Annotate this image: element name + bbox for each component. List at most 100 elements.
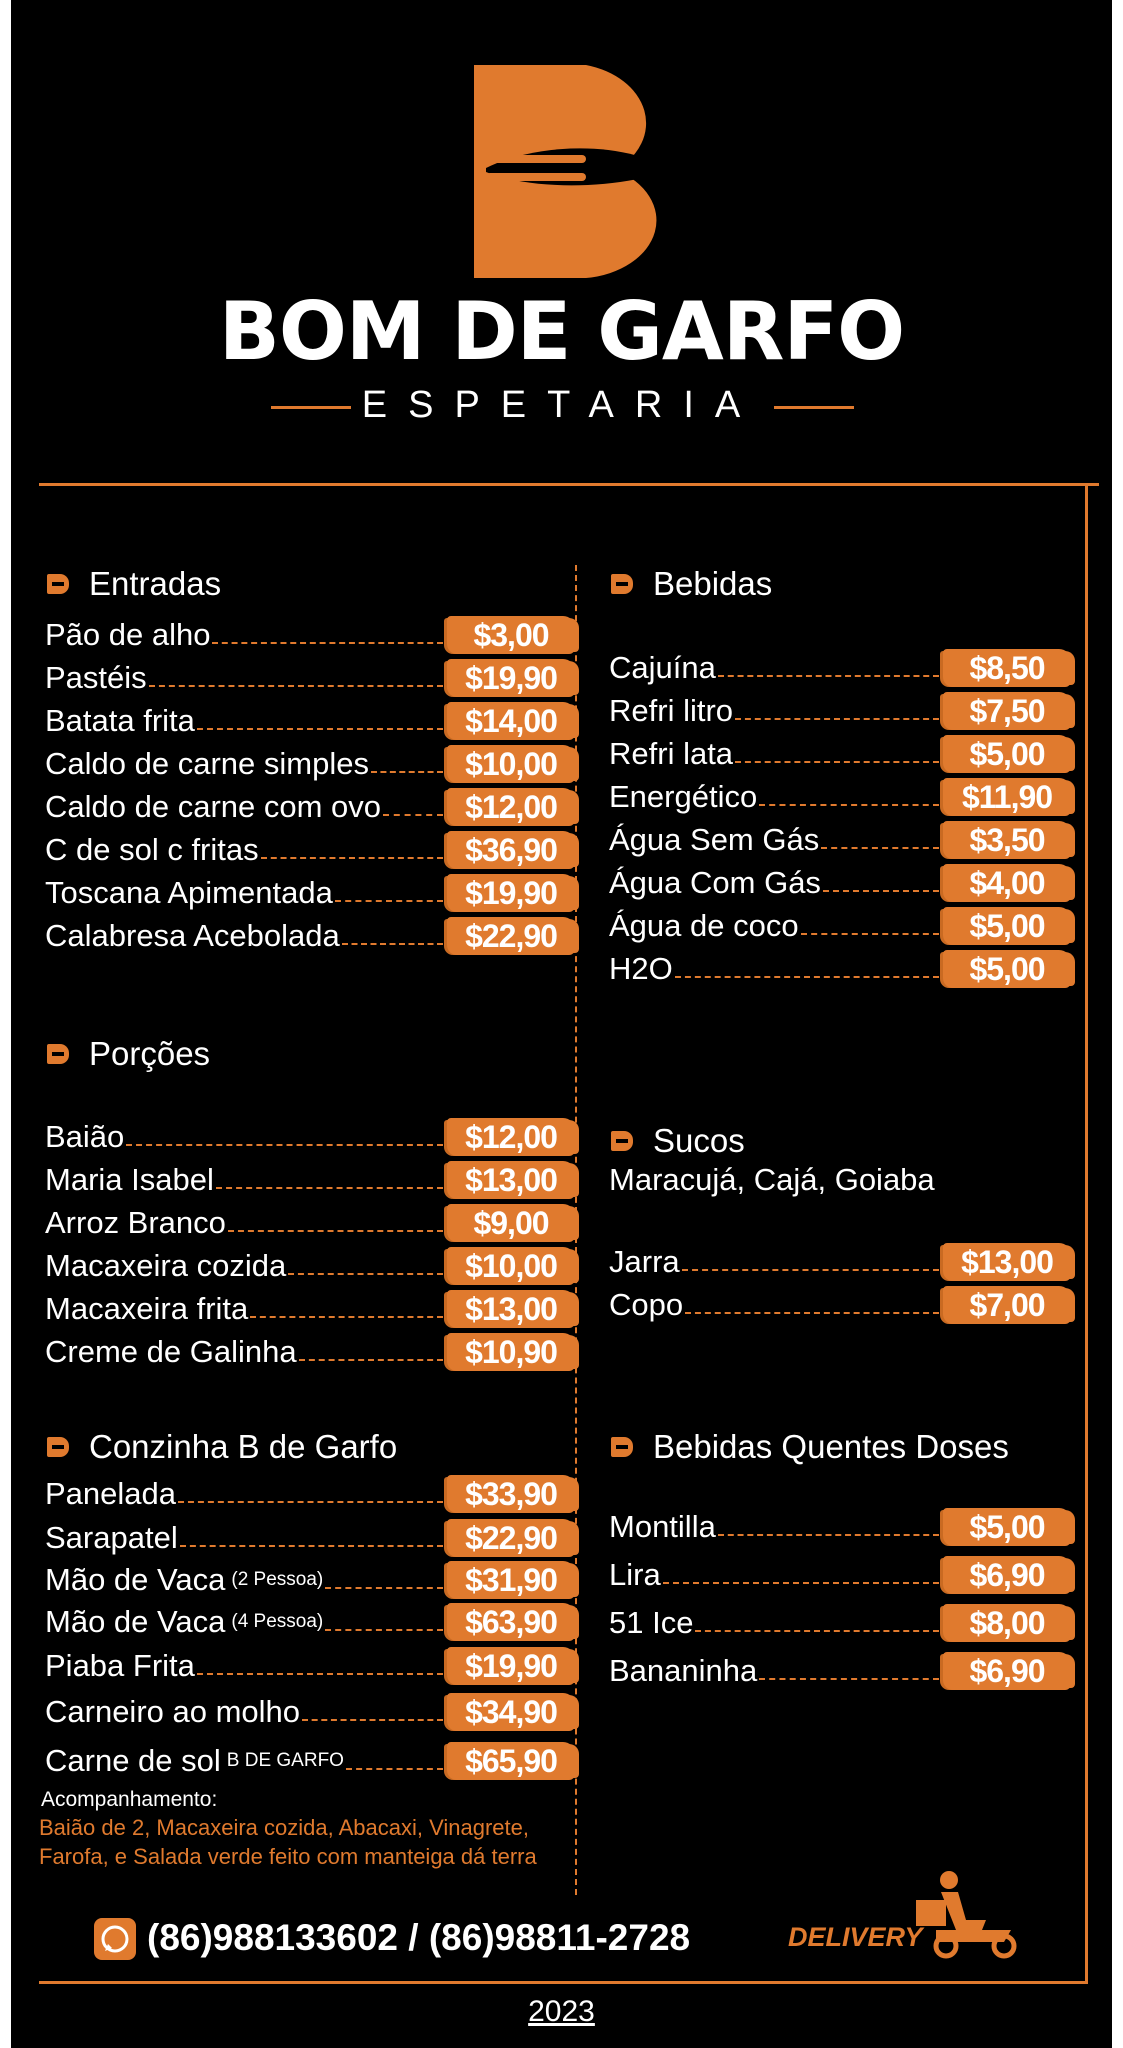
item-price: $22,90 xyxy=(447,1519,575,1557)
menu-item: Lira $6,90 xyxy=(609,1555,1071,1595)
item-price: $6,90 xyxy=(943,1556,1071,1594)
leader xyxy=(302,1719,443,1721)
menu-item: Caldo de carne com ovo $12,00 xyxy=(45,787,575,827)
subtitle: ESPETARIA xyxy=(361,384,762,426)
menu-item: Arroz Branco $9,00 xyxy=(45,1203,575,1243)
item-name: Lira xyxy=(609,1557,661,1592)
section-icon xyxy=(611,574,633,594)
item-note: B DE GARFO xyxy=(226,1750,344,1771)
section-subtitle: Maracujá, Cajá, Goiaba xyxy=(609,1162,935,1197)
menu-item: Carne de sol B DE GARFO $65,90 xyxy=(45,1741,575,1781)
leader xyxy=(800,933,939,935)
item-note: (4 Pessoa) xyxy=(231,1611,324,1632)
item-name: Água Sem Gás xyxy=(609,822,820,857)
item-price: $3,00 xyxy=(447,616,575,654)
menu-item: Copo $7,00 xyxy=(609,1285,1071,1325)
section-title: Bebidas Quentes Doses xyxy=(653,1428,1009,1465)
menu-item: Maria Isabel $13,00 xyxy=(45,1160,575,1200)
menu-item: C de sol c fritas $36,90 xyxy=(45,830,575,870)
menu: BOM DE GARFO ESPETARIA Entradas Pão de al… xyxy=(11,0,1112,2048)
menu-item: Carneiro ao molho $34,90 xyxy=(45,1692,575,1732)
item-name: Mão de Vaca xyxy=(45,1604,226,1639)
frame-bottom xyxy=(39,1981,1088,1984)
item-price: $8,00 xyxy=(943,1604,1071,1642)
item-name: Piaba Frita xyxy=(45,1648,195,1683)
item-price: $13,00 xyxy=(943,1243,1071,1281)
section-header: Porções xyxy=(47,1035,210,1073)
leader xyxy=(126,1144,443,1146)
item-price: $19,90 xyxy=(447,874,575,912)
item-name: Maria Isabel xyxy=(45,1162,214,1197)
item-price: $14,00 xyxy=(447,702,575,740)
leader xyxy=(298,1359,443,1361)
menu-item: Calabresa Acebolada $22,90 xyxy=(45,916,575,956)
item-name: Pastéis xyxy=(45,660,147,695)
menu-item: Cajuína $8,50 xyxy=(609,648,1071,688)
item-price: $13,00 xyxy=(447,1290,575,1328)
menu-item: Piaba Frita $19,90 xyxy=(45,1646,575,1686)
item-price: $7,50 xyxy=(943,692,1071,730)
menu-item: Macaxeira frita $13,00 xyxy=(45,1289,575,1329)
section-icon xyxy=(47,574,69,594)
item-price: $3,50 xyxy=(943,821,1071,859)
menu-item: Toscana Apimentada $19,90 xyxy=(45,873,575,913)
accompaniment-label: Acompanhamento: xyxy=(41,1788,218,1811)
divider xyxy=(271,406,351,409)
menu-item: Energético $11,90 xyxy=(609,777,1071,817)
menu-item: Mão de Vaca (4 Pessoa) $63,90 xyxy=(45,1602,575,1642)
item-name: Carneiro ao molho xyxy=(45,1694,301,1729)
divider xyxy=(774,406,854,409)
item-price: $10,00 xyxy=(447,1247,575,1285)
menu-item: Refri lata $5,00 xyxy=(609,734,1071,774)
item-name: Energético xyxy=(609,779,758,814)
item-name: Refri lata xyxy=(609,736,734,771)
leader xyxy=(260,857,443,859)
item-price: $5,00 xyxy=(943,950,1071,988)
item-name: Sarapatel xyxy=(45,1520,178,1555)
menu-item: Batata frita $14,00 xyxy=(45,701,575,741)
delivery-icon xyxy=(916,1871,1017,1959)
section-title: Bebidas xyxy=(653,565,773,602)
item-name: Toscana Apimentada xyxy=(45,875,333,910)
phone: (86)988133602 / (86)98811-2728 xyxy=(147,1917,691,1958)
section-icon xyxy=(47,1044,69,1064)
leader xyxy=(325,1587,443,1589)
item-price: $5,00 xyxy=(943,1508,1071,1546)
item-name: Jarra xyxy=(609,1244,680,1279)
item-price: $34,90 xyxy=(447,1693,575,1731)
section-header: Bebidas xyxy=(611,565,772,603)
item-price: $5,00 xyxy=(943,907,1071,945)
leader xyxy=(674,976,939,978)
leader xyxy=(717,675,939,677)
menu-item: Sarapatel $22,90 xyxy=(45,1518,575,1558)
item-price: $13,00 xyxy=(447,1161,575,1199)
frame-right xyxy=(1085,483,1088,1983)
accompaniment-text: Baião de 2, Macaxeira cozida, Abacaxi, V… xyxy=(39,1815,537,1869)
item-name: Bananinha xyxy=(609,1653,758,1688)
leader xyxy=(821,847,939,849)
delivery: DELIVERY xyxy=(788,1922,923,1952)
item-name: Caldo de carne simples xyxy=(45,746,369,781)
year: 2023 xyxy=(528,1995,595,2028)
title: BOM DE GARFO xyxy=(218,285,905,378)
item-price: $19,90 xyxy=(447,1647,575,1685)
item-name: Água de coco xyxy=(609,908,799,943)
leader xyxy=(759,1678,939,1680)
item-price: $33,90 xyxy=(447,1475,575,1513)
leader xyxy=(212,642,443,644)
item-price: $36,90 xyxy=(447,831,575,869)
section-icon xyxy=(611,1131,633,1151)
menu-item: 51 Ice $8,00 xyxy=(609,1603,1071,1643)
leader xyxy=(822,890,939,892)
menu-item: Água de coco $5,00 xyxy=(609,906,1071,946)
leader xyxy=(288,1273,443,1275)
item-price: $31,90 xyxy=(447,1561,575,1599)
section-header: Bebidas Quentes Doses xyxy=(611,1428,1009,1466)
leader xyxy=(345,1768,443,1770)
leader xyxy=(735,761,939,763)
menu-item: Caldo de carne simples $10,00 xyxy=(45,744,575,784)
item-name: Refri litro xyxy=(609,693,734,728)
item-name: Cajuína xyxy=(609,650,716,685)
menu-item: Refri litro $7,50 xyxy=(609,691,1071,731)
menu-item: Água Com Gás $4,00 xyxy=(609,863,1071,903)
